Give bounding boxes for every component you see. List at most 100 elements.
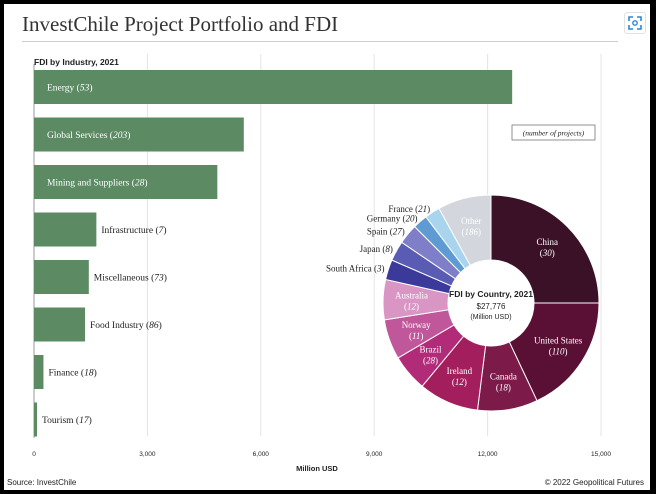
slice-label: Brazil [420, 345, 442, 355]
project-count-close: ) [390, 244, 393, 254]
bar [34, 355, 44, 389]
project-count-value: 18 [499, 383, 509, 393]
slice-count: (12) [404, 302, 419, 312]
copyright-note: © 2022 Geopolitical Futures [544, 478, 644, 487]
project-count: ( [372, 263, 377, 273]
slice-label: Ireland [447, 366, 473, 376]
project-count-close: ) [414, 214, 417, 224]
category-name: Energy [47, 84, 75, 94]
expand-icon [628, 16, 642, 30]
project-count-value: 53 [80, 84, 90, 94]
project-count-open: ( [496, 383, 499, 393]
bar-label: Energy (53) [47, 83, 92, 94]
slice-label-outside: Japan (8) [360, 244, 393, 254]
page-title: InvestChile Project Portfolio and FDI [22, 12, 339, 36]
bar-label: Mining and Suppliers (28) [47, 178, 148, 189]
bar [34, 260, 89, 294]
project-count-close: ) [508, 383, 511, 393]
project-count-value: 8 [385, 244, 390, 254]
x-axis-label: Million USD [296, 464, 338, 473]
project-count-value: 20 [405, 214, 415, 224]
project-count-close: ) [159, 320, 162, 331]
slice-count: (28) [423, 356, 438, 366]
project-count-close: ) [89, 83, 92, 94]
project-count-close: ) [164, 273, 167, 284]
project-count-open: ( [540, 248, 543, 258]
slice-label-outside: Germany (20) [367, 214, 418, 224]
slice-count: (186) [461, 227, 481, 237]
bar [34, 117, 244, 152]
project-count-close: ) [127, 130, 130, 141]
bar-label: Infrastructure (7) [101, 225, 166, 236]
project-count: ( [129, 178, 135, 189]
slice-label: Australia [395, 291, 428, 301]
bar-chart-title: FDI by Industry, 2021 [34, 57, 119, 67]
project-count-value: 110 [552, 347, 565, 357]
donut-slice [508, 302, 600, 402]
project-count-close: ) [464, 377, 467, 387]
project-count-value: 30 [542, 248, 553, 258]
slice-label-outside: Spain (27) [367, 227, 405, 237]
project-count: ( [413, 204, 418, 214]
category-name: Japan [360, 244, 381, 254]
slice-count: (18) [496, 383, 511, 393]
category-name: Global Services [47, 131, 108, 141]
bar [34, 402, 38, 437]
x-tick-label: 9,000 [366, 451, 383, 458]
project-count-close: ) [89, 415, 92, 426]
bar [34, 212, 97, 247]
slice-count: (11) [409, 331, 423, 341]
project-count-open: ( [409, 331, 412, 341]
project-count-close: ) [402, 227, 405, 237]
category-name: Mining and Suppliers [47, 179, 130, 189]
project-count-open: ( [423, 356, 426, 366]
project-count-close: ) [163, 225, 166, 236]
project-count-value: 12 [407, 302, 417, 312]
slice-count: (12) [452, 377, 467, 387]
donut-title: FDI by Country, 2021 [449, 289, 533, 299]
project-count-value: 186 [464, 227, 478, 237]
project-count-open: ( [404, 302, 407, 312]
donut-slice [490, 194, 600, 304]
project-count: ( [153, 225, 159, 236]
bar [34, 165, 218, 199]
project-count: ( [149, 273, 155, 284]
project-count-close: ) [435, 356, 438, 366]
project-count-close: ) [478, 227, 481, 237]
x-tick-label: 12,000 [478, 451, 498, 458]
project-count-value: 27 [393, 227, 403, 237]
slice-label: China [536, 237, 558, 247]
project-count-close: ) [420, 331, 423, 341]
project-count-close: ) [381, 263, 384, 273]
project-count-open: ( [549, 347, 552, 357]
category-name: Tourism [42, 416, 74, 426]
bar-label: Food Industry (86) [90, 320, 162, 331]
project-count-value: 28 [426, 356, 436, 366]
project-count: ( [144, 320, 150, 331]
category-name: Spain [367, 227, 388, 237]
project-count: ( [74, 83, 80, 94]
project-count-value: 28 [135, 179, 145, 189]
category-name: Finance [48, 369, 78, 379]
bar-label: Global Services (203) [47, 130, 130, 141]
category-name: Germany [367, 214, 401, 224]
chart-note: (number of projects) [523, 129, 585, 138]
figure-frame: InvestChile Project Portfolio and FDI FD… [4, 4, 650, 490]
project-count-close: ) [427, 204, 430, 214]
project-count-close: ) [552, 248, 555, 258]
slice-label: Canada [490, 372, 517, 382]
project-count: ( [400, 214, 405, 224]
project-count-value: 73 [154, 274, 164, 284]
expand-button[interactable] [624, 12, 646, 34]
bar-label: Tourism (17) [42, 415, 92, 426]
project-count-close: ) [416, 302, 419, 312]
donut-hole [449, 261, 533, 345]
slice-label-outside: France (21) [388, 204, 430, 214]
x-tick-label: 15,000 [591, 451, 611, 458]
slice-label: Other [461, 216, 482, 226]
slice-label: Norway [402, 320, 431, 330]
slice-label: United States [534, 336, 583, 346]
project-count-open: ( [452, 377, 455, 387]
bar-label: Miscellaneous (73) [94, 273, 167, 284]
